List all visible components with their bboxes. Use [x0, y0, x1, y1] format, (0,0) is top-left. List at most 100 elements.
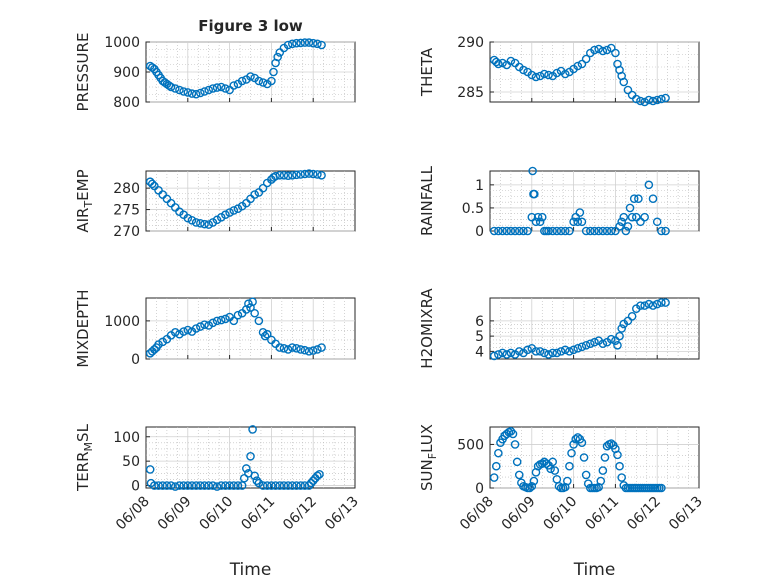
data-point: [652, 299, 662, 309]
data-point: [632, 94, 641, 104]
data-point: [254, 76, 264, 86]
data-point: [304, 38, 314, 47]
data-point: [304, 347, 314, 356]
data-point: [208, 218, 218, 227]
data-point: [229, 206, 239, 215]
data-point: [491, 461, 501, 471]
y-axis-label: THETA: [418, 47, 436, 97]
data-point: [611, 48, 620, 58]
data-point: [208, 318, 218, 328]
data-point: [212, 316, 222, 326]
data-point: [304, 169, 314, 178]
data-point: [590, 226, 599, 236]
data-point: [550, 466, 560, 475]
data-point: [617, 473, 626, 482]
data-point: [514, 470, 524, 480]
data-point: [179, 481, 188, 490]
data-point: [170, 328, 180, 337]
data-point: [565, 226, 574, 236]
data-point: [200, 219, 209, 229]
data-point: [258, 78, 268, 87]
subplot-sun: 0 500 06/08 06/09 06/10 06/11 06/12 06/13 SUNFLU…: [418, 424, 706, 580]
data-point: [577, 217, 587, 227]
data-point: [573, 433, 583, 442]
data-point: [596, 476, 606, 486]
data-point: [644, 95, 654, 105]
data-point: [627, 212, 637, 222]
data-point: [606, 226, 616, 236]
data-point: [187, 89, 197, 98]
data-point: [317, 40, 326, 50]
data-point: [640, 301, 649, 310]
data-point: [216, 481, 226, 490]
data-point: [246, 451, 255, 461]
data-point: [548, 226, 558, 236]
data-point: [187, 481, 197, 490]
data-point: [254, 316, 264, 326]
data-point: [154, 481, 163, 490]
data-point: [617, 217, 626, 227]
data-point: [494, 448, 503, 458]
data-point: [489, 473, 499, 482]
data-point: [506, 56, 516, 66]
data-point: [212, 215, 222, 225]
data-point: [569, 345, 578, 355]
data-point: [254, 478, 264, 488]
data-point: [242, 305, 251, 314]
y-tick-label: 0: [475, 481, 484, 497]
data-point: [569, 217, 578, 227]
data-point: [556, 347, 566, 356]
data-point: [548, 457, 558, 467]
x-tick-label: 06/10: [197, 494, 237, 534]
data-point: [606, 334, 616, 344]
data-point: [308, 38, 318, 48]
data-point: [590, 337, 599, 347]
data-point: [313, 170, 322, 179]
data-point: [577, 59, 587, 69]
data-point: [267, 481, 276, 490]
data-point: [308, 346, 318, 355]
data-point: [262, 481, 272, 490]
x-axis-label: Time: [573, 560, 616, 580]
data-point: [621, 226, 631, 236]
y-tick-label: 290: [457, 35, 484, 51]
y-tick-label: 280: [113, 181, 140, 197]
data-point: [269, 67, 278, 77]
data-point: [636, 96, 645, 106]
data-point: [225, 481, 234, 490]
data-point: [560, 69, 570, 79]
x-tick-label: 06/12: [624, 494, 664, 534]
data-point: [191, 218, 201, 227]
data-point: [573, 217, 583, 227]
data-point: [166, 481, 176, 490]
data-point: [531, 217, 541, 227]
data-point: [283, 481, 293, 490]
data-point: [590, 45, 599, 55]
data-point: [313, 39, 322, 49]
data-point: [629, 194, 639, 203]
data-point: [170, 84, 180, 93]
data-point: [204, 481, 213, 490]
data-point: [581, 54, 591, 64]
x-tick-label: 06/13: [322, 494, 362, 534]
data-point: [262, 329, 272, 339]
y-tick-label: 275: [113, 203, 140, 219]
data-point: [648, 96, 658, 106]
data-point: [573, 61, 583, 71]
data-point: [221, 314, 230, 324]
y-axis-label: MIXDEPTH: [74, 289, 92, 367]
x-tick-label: 06/09: [499, 494, 539, 534]
data-point: [200, 481, 209, 490]
data-point: [216, 212, 226, 222]
data-point: [571, 434, 580, 444]
data-point: [275, 481, 285, 490]
data-point: [200, 320, 209, 329]
y-tick-label: 285: [457, 85, 484, 101]
y-axis-label: TERRMSL: [74, 423, 95, 492]
data-point: [531, 72, 541, 82]
data-point: [598, 466, 608, 475]
data-point: [636, 301, 645, 310]
data-point: [531, 347, 541, 356]
data-point: [556, 226, 566, 236]
